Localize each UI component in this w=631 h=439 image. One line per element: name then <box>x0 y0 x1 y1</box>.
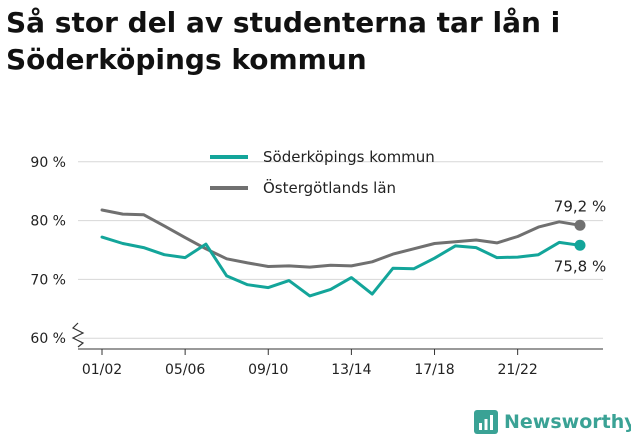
newsworthy-logo: Newsworthy <box>474 408 631 436</box>
end-point-label: 79,2 % <box>554 197 606 215</box>
y-axis: 60 % 70 % 80 % 90 % <box>30 155 85 348</box>
x-axis: 01/02 05/06 09/10 13/14 17/18 21/22 <box>78 348 603 378</box>
brand-name: Newsworthy <box>504 411 631 433</box>
end-point-marker <box>574 219 586 231</box>
x-tick-label: 17/18 <box>414 362 454 378</box>
end-points: 75,8 % 79,2 % <box>554 197 606 275</box>
x-tick-label: 05/06 <box>165 362 205 378</box>
legend: Söderköpings kommun Östergötlands län <box>210 148 435 197</box>
x-tick-label: 09/10 <box>248 362 288 378</box>
end-point-label: 75,8 % <box>554 257 606 275</box>
x-tick-label: 21/22 <box>497 362 537 378</box>
series-line-soderkoping <box>100 235 582 298</box>
axis-break-icon <box>71 322 85 348</box>
y-tick-label: 80 % <box>30 214 66 230</box>
series-lines <box>100 208 582 298</box>
x-tick-label: 01/02 <box>82 362 122 378</box>
newsworthy-bar-chart-icon <box>474 410 498 434</box>
legend-label: Östergötlands län <box>263 178 396 197</box>
legend-label: Söderköpings kommun <box>263 148 435 166</box>
x-tick-label: 13/14 <box>331 362 371 378</box>
page-title: Så stor del av studenterna tar lån i Söd… <box>6 6 561 76</box>
y-tick-label: 70 % <box>30 272 66 288</box>
end-point-marker <box>574 239 586 251</box>
y-tick-label: 60 % <box>30 331 66 347</box>
series-line-ostergotland <box>100 208 582 269</box>
grid-lines <box>78 161 603 339</box>
y-tick-label: 90 % <box>30 155 66 171</box>
